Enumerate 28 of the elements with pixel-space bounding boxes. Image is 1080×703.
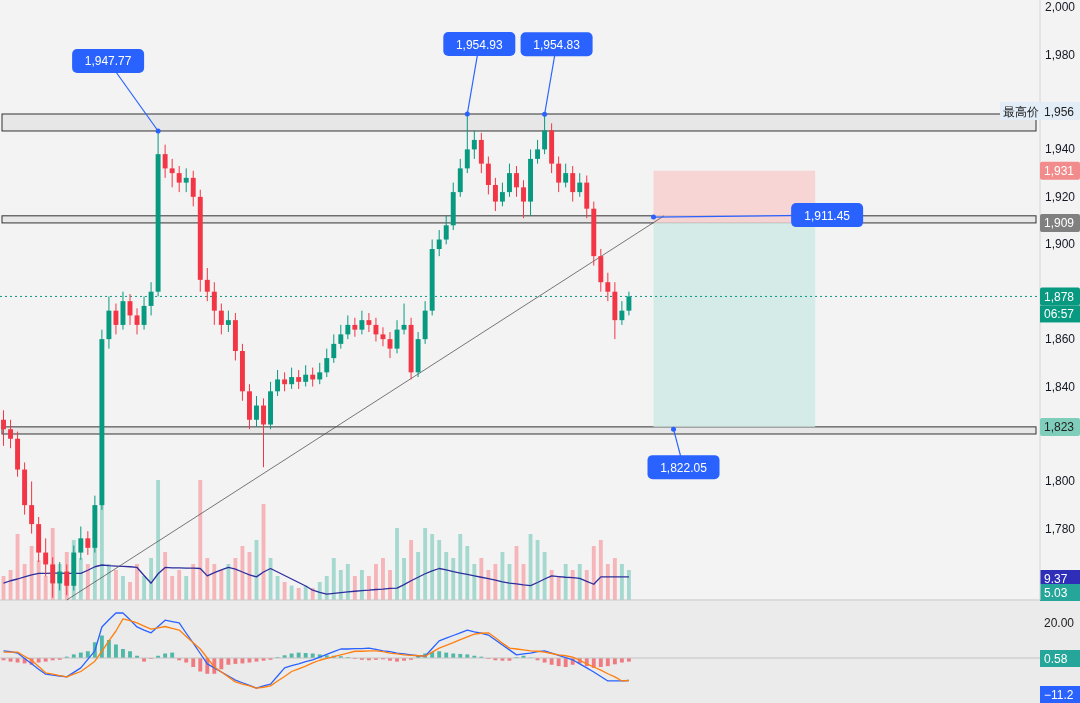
annotation: 1,954.83 (533, 37, 581, 52)
callout: 1,954.83 (520, 32, 593, 117)
annotation: 1,911.45 (804, 208, 851, 223)
y-tick-label: 1,900 (1044, 237, 1076, 252)
value-badge: −11.2 (1040, 686, 1080, 703)
price-badge: 1,878 (1040, 287, 1080, 306)
y-tick-label: 1,980 (1044, 47, 1076, 62)
value-badge: 5.03 (1040, 584, 1080, 601)
annotation: 1,947.77 (84, 54, 132, 69)
annotation: 1,822.05 (660, 460, 708, 475)
y-tick-label: 1,840 (1044, 379, 1076, 394)
y-tick-label: 1,800 (1044, 474, 1076, 489)
callout: 1,822.05 (647, 426, 720, 480)
y-tick-label: 2,000 (1044, 0, 1076, 15)
callout: 1,954.93 (443, 32, 516, 117)
y-tick-label: 1,920 (1044, 189, 1076, 204)
value-badge: 20.00 (1040, 614, 1080, 631)
badge-highest: 1,956 (1040, 102, 1080, 120)
y-tick-label: 1,860 (1044, 332, 1076, 347)
annotation: 1,954.93 (455, 37, 503, 52)
y-tick-label: 1,780 (1044, 521, 1076, 536)
value-badge: 0.58 (1040, 650, 1080, 667)
y-tick-label: 1,940 (1044, 142, 1076, 157)
label-highest: 最高价 (1000, 102, 1040, 120)
ref-line-label: 1,878 (1044, 289, 1075, 304)
callout: 1,947.77 (72, 49, 161, 134)
badge-countdown: 06:57 (1040, 305, 1080, 323)
callout: 1,911.45 (651, 203, 864, 228)
